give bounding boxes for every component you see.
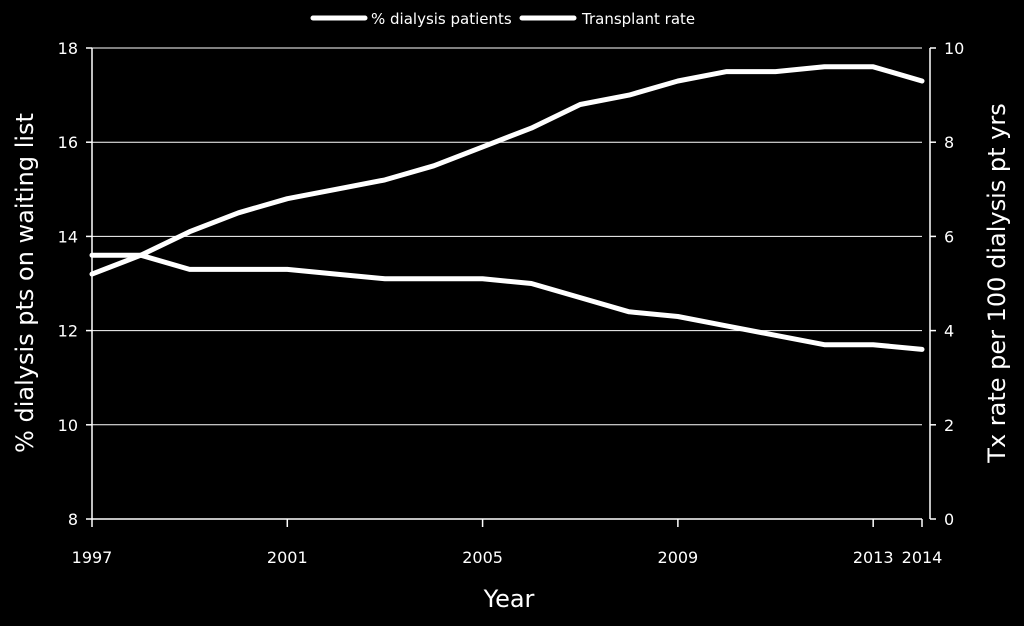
x-tick-label: 1997 [72, 548, 113, 567]
x-axis-ticks: 1997 2001 2005 2009 2013 2014 [72, 519, 943, 567]
series-line-2 [89, 252, 925, 352]
left-tick-label: 16 [58, 133, 78, 152]
x-tick-label: 2001 [267, 548, 308, 567]
x-tick-label: 2009 [658, 548, 699, 567]
y2-axis-title: Tx rate per 100 dialysis pt yrs [983, 103, 1011, 463]
series-lines [89, 64, 925, 352]
right-tick-label: 10 [944, 39, 964, 58]
right-tick-label: 6 [944, 227, 954, 246]
gridlines [92, 47, 922, 426]
right-tick-label: 0 [944, 510, 954, 529]
x-axis-title: Year [483, 585, 535, 613]
legend-label: Transplant rate [581, 10, 695, 28]
legend: % dialysis patients Transplant rate [310, 10, 695, 28]
axes [91, 48, 931, 520]
right-tick-label: 2 [944, 416, 954, 435]
x-tick-label: 2005 [462, 548, 503, 567]
left-tick-label: 14 [58, 227, 78, 246]
x-tick-label: 2013 [853, 548, 894, 567]
x-tick-label: 2014 [902, 548, 943, 567]
right-tick-label: 8 [944, 133, 954, 152]
left-tick-label: 8 [68, 510, 78, 529]
right-tick-label: 4 [944, 322, 954, 341]
left-tick-label: 12 [58, 322, 78, 341]
series-line-1 [89, 64, 925, 277]
left-tick-label: 10 [58, 416, 78, 435]
left-tick-label: 18 [58, 39, 78, 58]
y-axis-title: % dialysis pts on waiting list [11, 113, 39, 453]
legend-label: % dialysis patients [371, 10, 512, 28]
right-axis-ticks: 0 2 4 6 8 10 [930, 39, 964, 529]
left-axis-ticks: 8 10 12 14 16 18 [58, 39, 92, 529]
